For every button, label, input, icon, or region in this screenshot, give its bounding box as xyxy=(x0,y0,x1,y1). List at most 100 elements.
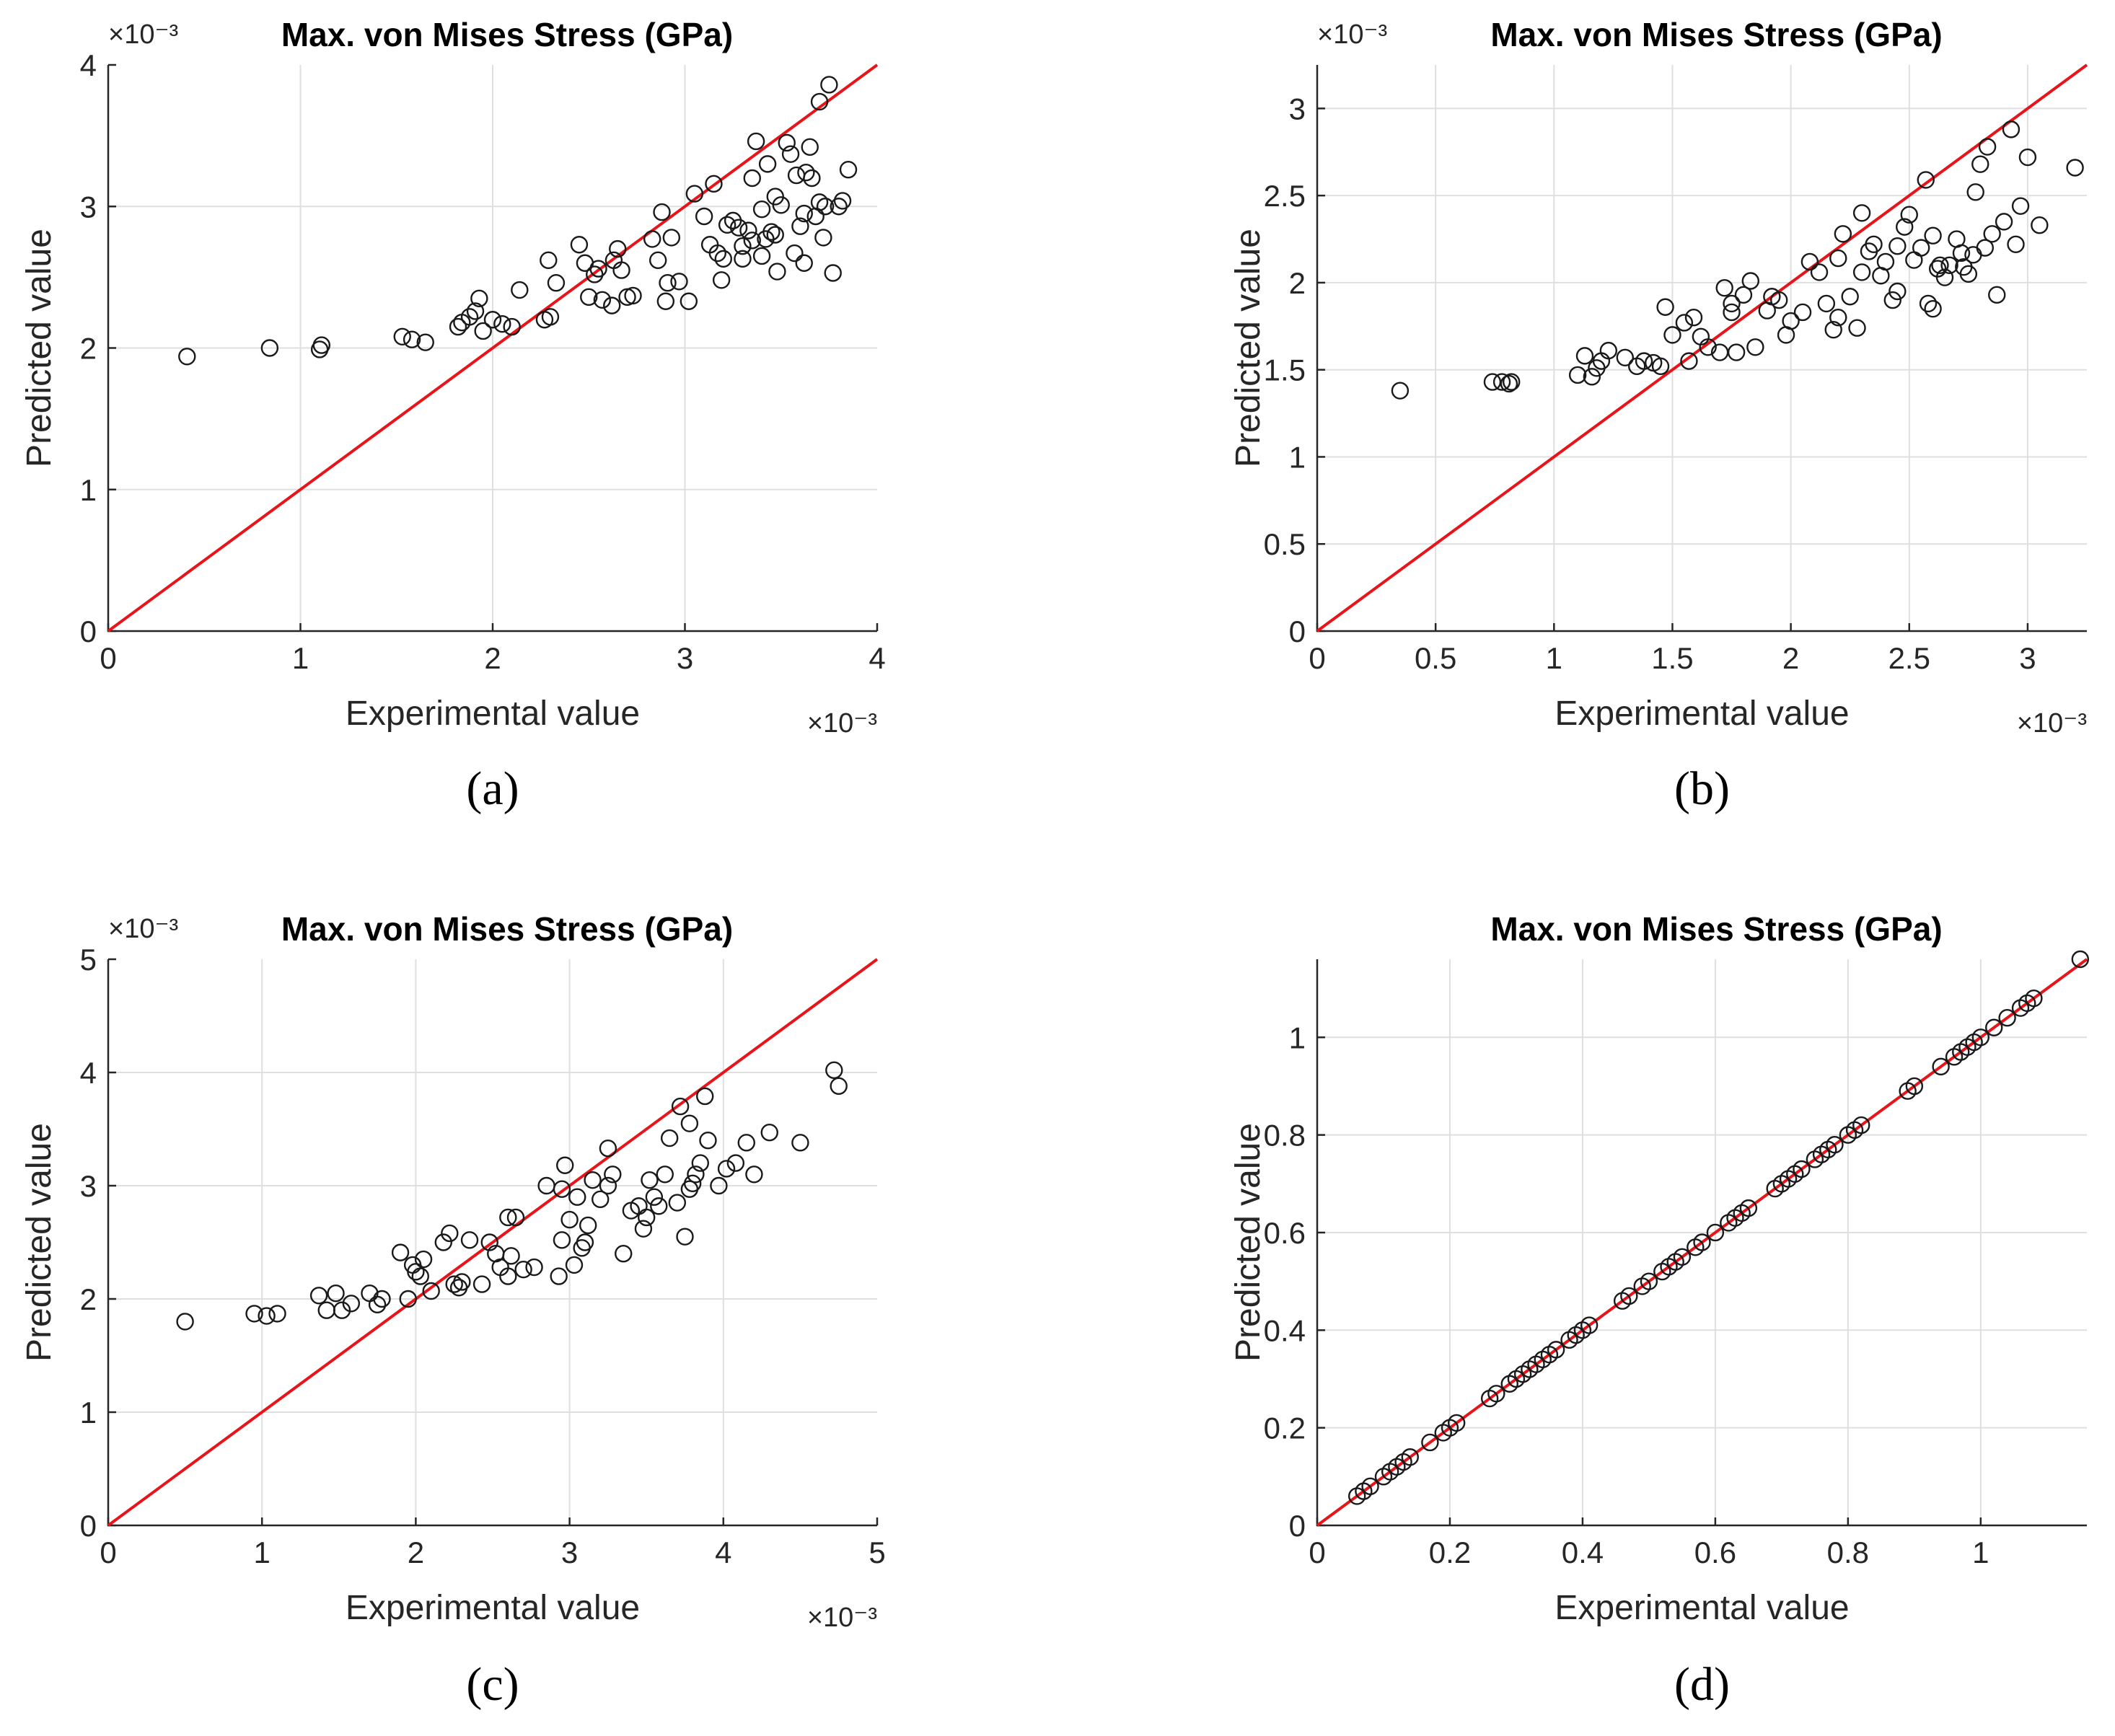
data-point xyxy=(309,1287,328,1305)
y-tick-label: 3 xyxy=(80,190,97,224)
data-point xyxy=(1998,1009,2016,1027)
data-point xyxy=(1421,1433,1439,1452)
data-point xyxy=(656,1166,674,1184)
data-point xyxy=(641,1171,659,1189)
x-axis-label: Experimental value xyxy=(1555,695,1849,733)
y-tick-label: 2 xyxy=(80,332,97,366)
data-point xyxy=(1673,1248,1692,1266)
y-tick-label: 3 xyxy=(1289,92,1306,125)
y-axis-label: Predicted value xyxy=(20,229,58,467)
y-tick-label: 1 xyxy=(1289,440,1306,474)
y-tick-label: 0 xyxy=(80,614,97,648)
data-point xyxy=(1924,299,1942,318)
data-point xyxy=(540,251,558,270)
data-point xyxy=(1978,138,1997,156)
data-point xyxy=(1952,244,1971,263)
data-point xyxy=(1675,314,1694,332)
data-point xyxy=(460,1231,479,1249)
y-tick-label: 0.6 xyxy=(1264,1216,1306,1250)
data-point xyxy=(624,286,642,305)
x-tick-label: 1 xyxy=(254,1535,271,1569)
data-point xyxy=(1848,319,1866,337)
data-point xyxy=(407,1263,425,1281)
subfigure-label: (c) xyxy=(466,1658,519,1711)
x-tick-label: 0.8 xyxy=(1827,1535,1869,1569)
x-tick-label: 1.5 xyxy=(1651,641,1693,675)
data-point xyxy=(2071,950,2090,969)
data-point xyxy=(470,289,488,308)
data-point xyxy=(830,198,848,216)
data-point xyxy=(1492,373,1511,391)
data-point xyxy=(1995,213,2013,231)
data-point xyxy=(656,292,675,310)
data-point xyxy=(680,292,698,310)
panel-d: 0 0.2 0.4 0.6 0.8 1 0 0.2 0.4 0.6 0.8 1 Max. von Mis… xyxy=(1229,910,2090,1711)
data-point xyxy=(1583,368,1601,386)
data-point xyxy=(795,204,813,223)
data-point xyxy=(1971,1028,1990,1047)
data-point xyxy=(743,232,761,250)
data-point xyxy=(810,193,829,211)
data-point xyxy=(553,1231,571,1249)
data-point xyxy=(714,250,732,268)
data-point xyxy=(584,1171,602,1189)
data-point xyxy=(680,1114,699,1132)
data-point xyxy=(434,1233,452,1251)
data-point xyxy=(511,281,529,299)
data-point xyxy=(1635,352,1653,370)
data-point xyxy=(570,236,589,254)
y-tick-label: 3 xyxy=(80,1169,97,1203)
data-point xyxy=(1883,291,1901,309)
y-tick-label: 0 xyxy=(1289,614,1306,648)
data-point xyxy=(1693,1233,1711,1251)
y-tick-label: 2 xyxy=(1289,266,1306,300)
y-tick-label: 1 xyxy=(80,473,97,507)
y-tick-label: 0 xyxy=(1289,1509,1306,1543)
data-point xyxy=(403,330,421,348)
data-point xyxy=(1905,251,1923,269)
x-tick-label: 4 xyxy=(869,641,885,675)
data-point xyxy=(342,1295,361,1313)
data-point xyxy=(795,254,813,272)
x-axis-label: Experimental value xyxy=(346,695,640,733)
data-point xyxy=(659,274,677,292)
y-tick-label: 4 xyxy=(80,48,97,82)
data-point xyxy=(547,274,566,292)
data-point xyxy=(178,348,196,366)
data-point xyxy=(612,261,630,279)
data-point xyxy=(778,133,796,152)
data-point xyxy=(593,291,612,309)
data-point xyxy=(1940,256,1958,274)
data-point xyxy=(1983,225,2001,243)
x-tick-label: 1 xyxy=(292,641,309,675)
panel-c: 0 1 2 3 4 5 0 1 2 3 4 5 ×10⁻³ ×10⁻³ Max. von Mises Str… xyxy=(20,910,886,1711)
chart-title: Max. von Mises Stress (GPa) xyxy=(1490,16,1942,53)
data-point xyxy=(1826,1135,1844,1154)
data-point xyxy=(737,1134,755,1152)
data-point xyxy=(411,1267,429,1285)
data-point xyxy=(1793,303,1812,322)
data-point xyxy=(460,308,479,326)
x-tick-label: 0 xyxy=(100,641,116,675)
data-point xyxy=(317,1301,335,1319)
data-point xyxy=(1575,347,1594,365)
reference-line xyxy=(1316,63,2088,633)
data-point xyxy=(1447,1414,1466,1432)
x-tick-label: 5 xyxy=(869,1535,885,1569)
data-point xyxy=(599,1176,617,1195)
y-axis-label: Predicted value xyxy=(20,1123,58,1362)
data-point xyxy=(466,302,485,320)
chart-title: Max. von Mises Stress (GPa) xyxy=(281,16,733,53)
data-point xyxy=(2007,235,2025,253)
data-point xyxy=(1852,1116,1870,1134)
y-tick-label: 1 xyxy=(80,1396,97,1429)
x-tick-label: 3 xyxy=(2019,641,2036,675)
data-point xyxy=(752,247,771,265)
data-point xyxy=(1734,286,1753,304)
data-point xyxy=(1917,171,1935,189)
data-point xyxy=(1931,256,1949,274)
data-point xyxy=(1640,1272,1658,1290)
data-point xyxy=(1723,303,1741,322)
x-tick-label: 4 xyxy=(715,1535,731,1569)
